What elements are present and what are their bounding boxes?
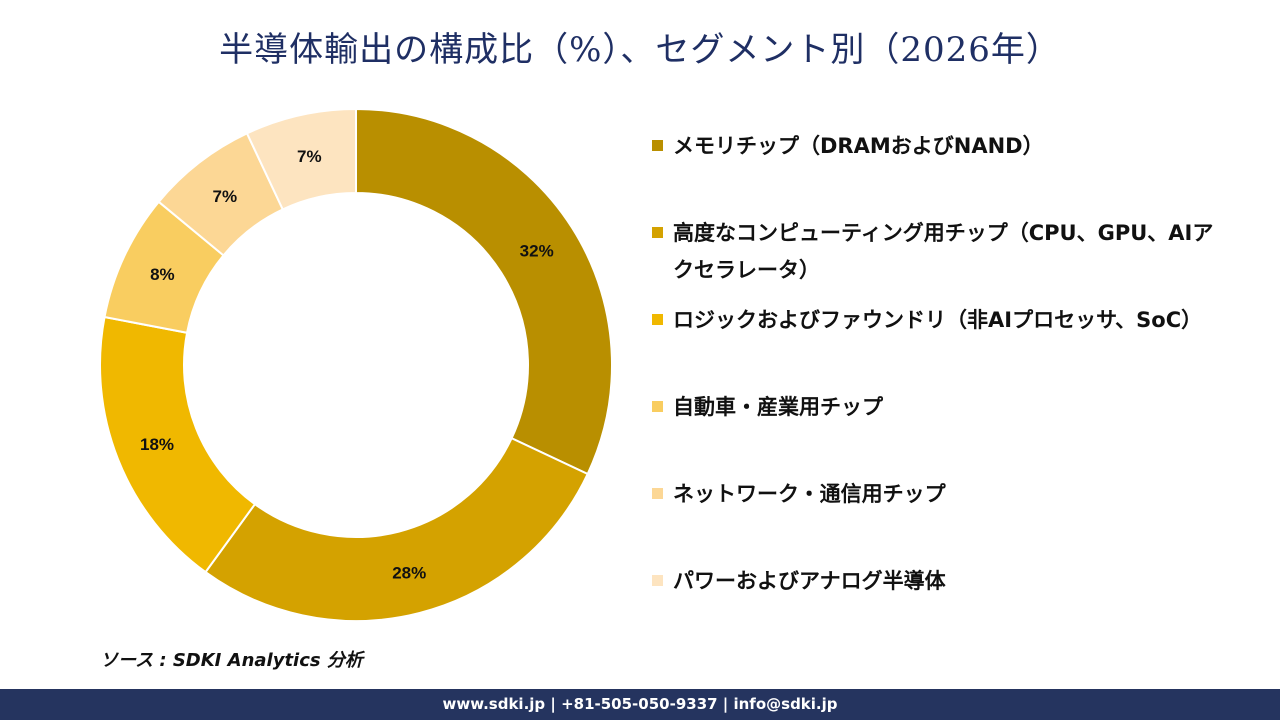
data-label: 7%	[297, 147, 322, 166]
legend-swatch	[652, 314, 663, 325]
chart-title: 半導体輸出の構成比（%）、セグメント別（2026年）	[219, 30, 1061, 70]
legend-label: 高度なコンピューティング用チップ（CPU、GPU、AIアクセラレータ）	[673, 221, 1214, 282]
legend-label: 自動車・産業用チップ	[673, 395, 883, 419]
data-label: 8%	[150, 265, 175, 284]
donut-slice	[204, 436, 589, 622]
data-label: 18%	[140, 435, 174, 454]
legend-label: ロジックおよびファウンドリ（非AIプロセッサ、SoC）	[673, 308, 1203, 332]
legend-item-logic-foundry: ロジックおよびファウンドリ（非AIプロセッサ、SoC）	[652, 302, 1252, 339]
legend-swatch	[652, 575, 663, 586]
donut-slice	[245, 107, 357, 211]
legend-label: ネットワーク・通信用チップ	[673, 482, 946, 506]
legend-swatch	[652, 488, 663, 499]
legend-label: メモリチップ（DRAMおよびNAND）	[673, 134, 1044, 158]
footer-contact-bar: www.sdki.jp | +81-505-050-9337 | info@sd…	[0, 689, 1280, 720]
legend-item-network-communication: ネットワーク・通信用チップ	[652, 476, 1252, 513]
donut-chart: 32% 28% 18% 8% 7% 7%	[99, 107, 613, 622]
legend-label: パワーおよびアナログ半導体	[673, 569, 946, 593]
source-note: ソース : SDKI Analytics 分析	[100, 650, 363, 671]
donut-slice	[99, 315, 257, 574]
legend-item-memory: メモリチップ（DRAMおよびNAND）	[652, 128, 1252, 165]
donut-slice	[355, 107, 613, 476]
data-label: 7%	[213, 187, 238, 206]
legend-item-power-analog: パワーおよびアナログ半導体	[652, 563, 1252, 600]
legend-swatch	[652, 140, 663, 151]
data-label: 28%	[392, 563, 426, 582]
legend-swatch	[652, 401, 663, 412]
legend-item-advanced-computing: 高度なコンピューティング用チップ（CPU、GPU、AIアクセラレータ）	[652, 215, 1252, 289]
legend-swatch	[652, 227, 663, 238]
data-label: 32%	[520, 241, 554, 260]
legend-item-automotive-industrial: 自動車・産業用チップ	[652, 389, 1252, 426]
